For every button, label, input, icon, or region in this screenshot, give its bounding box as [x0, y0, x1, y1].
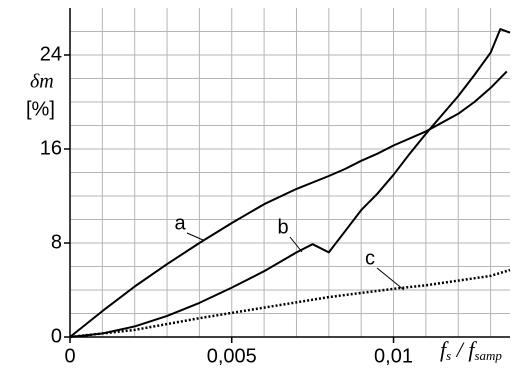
- label-leader: [289, 236, 303, 253]
- data-line: [69, 28, 511, 338]
- x-axis-label: fs / fsamp: [440, 337, 502, 363]
- y-tick-label: 0: [51, 325, 62, 347]
- series-label: a: [174, 212, 186, 234]
- x-axis-label-part: s: [446, 348, 451, 363]
- y-tick-label: 16: [40, 137, 62, 159]
- data-line: [69, 70, 508, 338]
- series-label: c: [365, 247, 375, 269]
- x-tick-label: 0,01: [374, 345, 413, 367]
- y-axis-unit: [%]: [26, 98, 55, 120]
- x-tick-label: 0: [64, 345, 75, 367]
- label-leader: [376, 267, 405, 291]
- x-tick-label: 0,005: [207, 345, 257, 367]
- label-leader: [186, 232, 204, 241]
- x-axis-label-part: samp: [474, 348, 502, 363]
- y-axis-label: δm: [30, 71, 54, 93]
- series-label: b: [277, 216, 288, 238]
- y-tick-label: 8: [51, 231, 62, 253]
- x-axis-label-part: /: [451, 337, 468, 362]
- x-axis-label-part: f: [468, 337, 477, 362]
- x-axis-label-part: f: [440, 337, 449, 362]
- data-line: [69, 268, 511, 339]
- y-tick-label: 24: [40, 43, 62, 65]
